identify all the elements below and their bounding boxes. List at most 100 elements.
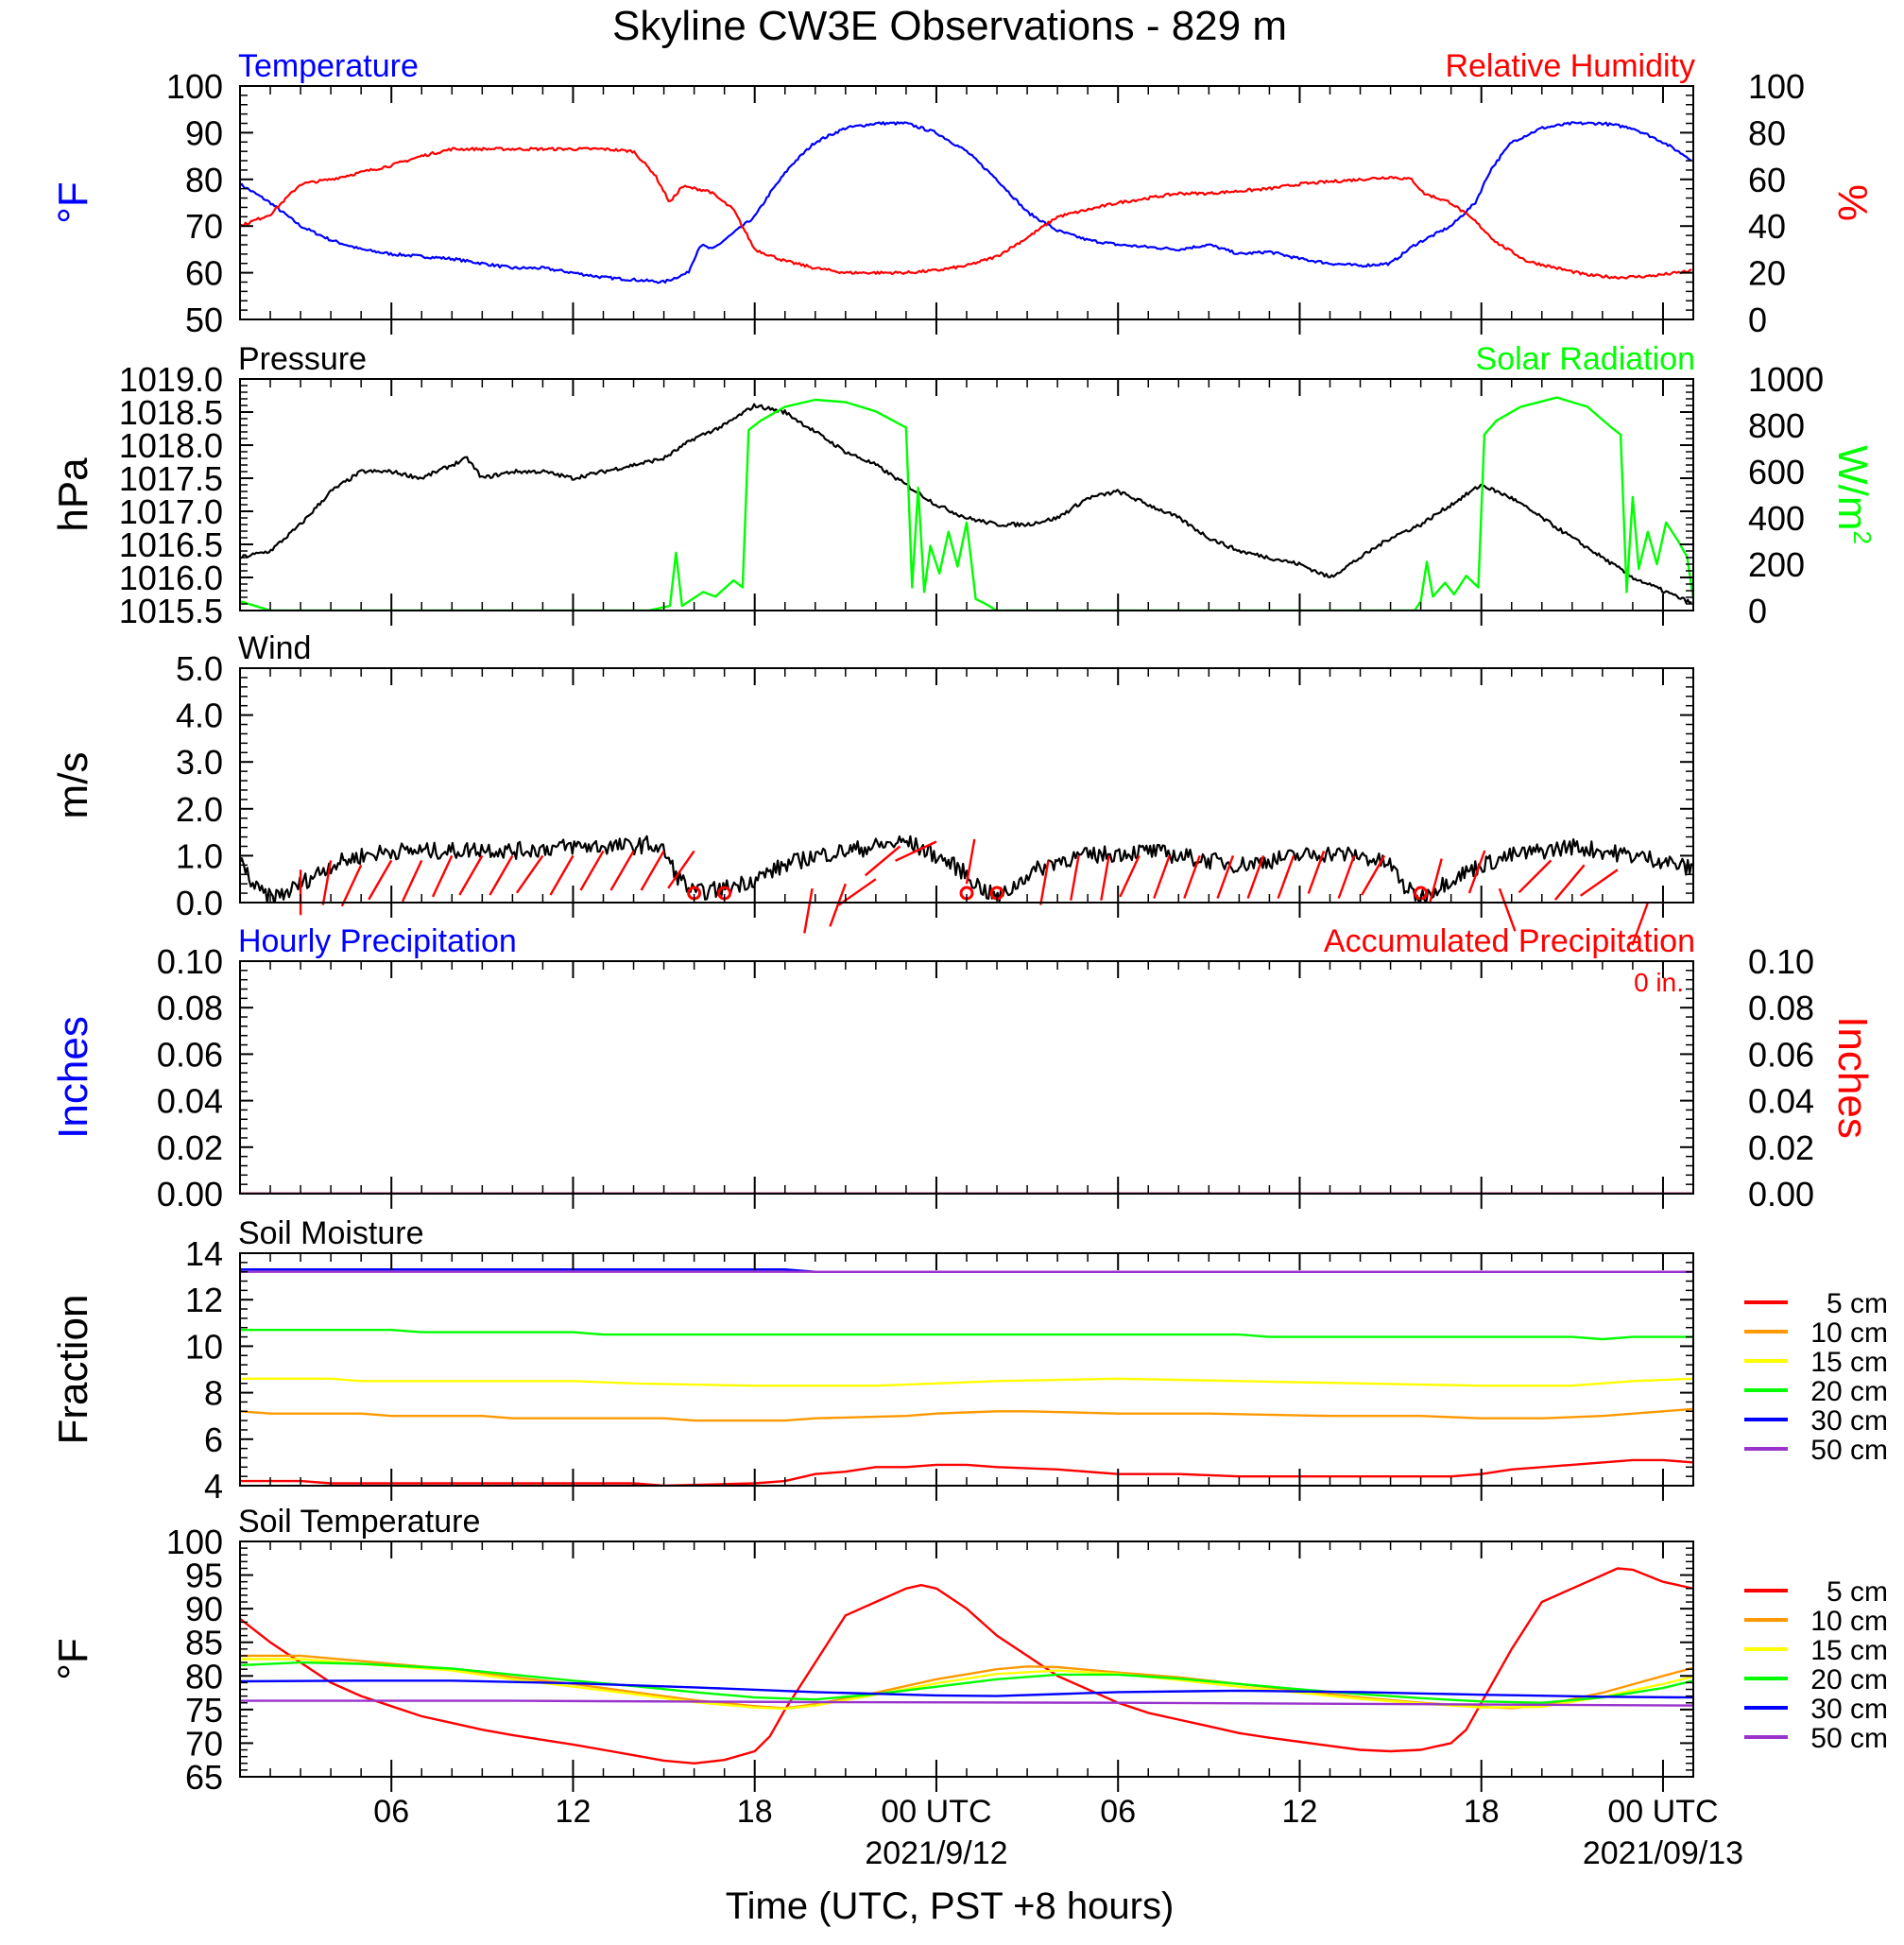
- right-tick-label: 0: [1748, 301, 1767, 339]
- right-tick-label: 0.04: [1748, 1082, 1814, 1121]
- time-tick-label: 18: [737, 1794, 773, 1830]
- right-tick-label: 20: [1748, 254, 1786, 293]
- wind-barb: [864, 845, 901, 877]
- time-tick-label: 06: [1100, 1794, 1136, 1830]
- left-axis-label: °F: [50, 181, 96, 223]
- panel-wind: 0.0 1.0 2.0 3.0 4.0 5.0 Wind m/s: [50, 630, 1694, 946]
- time-tick-label: 00 UTC: [881, 1794, 991, 1830]
- right-axis-label: %: [1829, 184, 1876, 221]
- wind-barb: [1498, 887, 1517, 932]
- left-tick-label: 95: [185, 1557, 223, 1595]
- legend-label: 15 cm: [1810, 1635, 1888, 1666]
- right-tick-label: 0.06: [1748, 1035, 1814, 1074]
- wind-barb: [1183, 854, 1201, 899]
- left-tick-label: 70: [185, 207, 223, 246]
- legend-label: 5 cm: [1827, 1288, 1888, 1319]
- wind-barb: [1216, 854, 1235, 899]
- left-tick-label: 100: [166, 1523, 223, 1561]
- left-axis-label: hPa: [50, 457, 96, 532]
- right-tick-label: 600: [1748, 453, 1805, 491]
- left-tick-label: 70: [185, 1724, 223, 1763]
- left-tick-label: 50: [185, 301, 223, 339]
- right-tick-label: 40: [1748, 207, 1786, 246]
- date-label: 2021/09/13: [1583, 1835, 1743, 1871]
- left-tick-label: 1017.5: [119, 459, 223, 498]
- left-tick-label: 1015.5: [119, 592, 223, 630]
- right-tick-label: 400: [1748, 499, 1805, 538]
- series-50-cm: [240, 1699, 1693, 1707]
- legend-label: 5 cm: [1827, 1576, 1888, 1608]
- legend-label: 30 cm: [1810, 1694, 1888, 1725]
- series-wind-speed: [240, 835, 1693, 903]
- wind-barb: [1518, 859, 1552, 894]
- legend-label: 10 cm: [1810, 1606, 1888, 1637]
- right-tick-label: 1000: [1748, 360, 1824, 399]
- wind-barb: [894, 840, 937, 862]
- left-tick-label: 1019.0: [119, 360, 223, 399]
- left-tick-label: 1017.0: [119, 492, 223, 531]
- time-tick-label: 12: [1282, 1794, 1318, 1830]
- left-tick-label: 80: [185, 1657, 223, 1695]
- accumulated-total: 0 in.: [1634, 968, 1684, 997]
- wind-barb: [1553, 864, 1586, 901]
- series-5-cm: [240, 1567, 1693, 1765]
- series-30-cm: [240, 1679, 1693, 1699]
- left-tick-label: 2.0: [176, 790, 223, 829]
- wind-barb: [1467, 850, 1486, 894]
- wind-barb: [549, 854, 575, 896]
- wind-barb: [1361, 854, 1386, 896]
- legend-label: 15 cm: [1810, 1347, 1888, 1378]
- wind-barb: [515, 854, 544, 894]
- figure-title: Skyline CW3E Observations - 829 m: [612, 3, 1287, 49]
- left-tick-label: 75: [185, 1691, 223, 1730]
- panel-pressure-solar: 1015.51016.01016.51017.01017.51018.01018…: [50, 341, 1877, 630]
- time-tick-label: 18: [1464, 1794, 1500, 1830]
- left-axis-label: Inches: [50, 1016, 96, 1139]
- wind-barb: [1277, 854, 1295, 899]
- left-tick-label: 4: [204, 1467, 223, 1506]
- wind-barb: [1307, 851, 1326, 894]
- left-tick-label: 60: [185, 254, 223, 293]
- right-axis-label: Inches: [1829, 1016, 1876, 1139]
- left-tick-label: 85: [185, 1624, 223, 1662]
- panel-title-left: Pressure: [238, 341, 367, 377]
- wind-barb: [1246, 854, 1265, 899]
- left-tick-label: 10: [185, 1327, 223, 1366]
- panel-precip: 0.00 0.02 0.04 0.06 0.08 0.10 0.00 0.02 0.04 0.06…: [50, 923, 1876, 1213]
- panel-title-right: Relative Humidity: [1445, 48, 1695, 84]
- time-tick-label: 12: [556, 1794, 592, 1830]
- panel-frame: [239, 378, 1694, 611]
- wind-barb: [431, 854, 454, 898]
- right-tick-label: 0.00: [1748, 1175, 1814, 1213]
- x-axis-label: Time (UTC, PST +8 hours): [726, 1885, 1175, 1927]
- series-5-cm: [240, 1458, 1693, 1486]
- panel-title-right: Accumulated Precipitation: [1324, 923, 1695, 959]
- series-15-cm: [240, 1658, 1693, 1711]
- legend-label: 20 cm: [1810, 1664, 1888, 1695]
- panel-frame: [239, 1252, 1694, 1487]
- legend-label: 50 cm: [1810, 1435, 1888, 1466]
- wind-barb: [1429, 858, 1443, 904]
- left-tick-label: 1016.5: [119, 525, 223, 564]
- left-axis-label: °F: [50, 1638, 96, 1679]
- panel-title-left: Soil Moisture: [238, 1215, 424, 1251]
- left-tick-label: 1.0: [176, 836, 223, 875]
- right-tick-label: 0.02: [1748, 1128, 1814, 1167]
- left-tick-label: 80: [185, 161, 223, 199]
- wind-barb: [340, 864, 363, 907]
- series-20-cm: [240, 1328, 1693, 1341]
- right-tick-label: 0.10: [1748, 942, 1814, 981]
- left-tick-label: 12: [185, 1281, 223, 1319]
- time-axis: 06 12 18 00 UTC 06 12 18 00 UTC 2021/9/12 2021/09…: [373, 1794, 1743, 1871]
- wind-barb: [1119, 854, 1141, 898]
- legend-label: 30 cm: [1810, 1405, 1888, 1437]
- wind-barb: [458, 854, 484, 896]
- wind-barb: [1039, 860, 1050, 905]
- panel-frame: [239, 960, 1694, 1195]
- left-tick-label: 1016.0: [119, 559, 223, 597]
- wind-barb: [1579, 869, 1619, 897]
- wind-barb: [1631, 902, 1650, 946]
